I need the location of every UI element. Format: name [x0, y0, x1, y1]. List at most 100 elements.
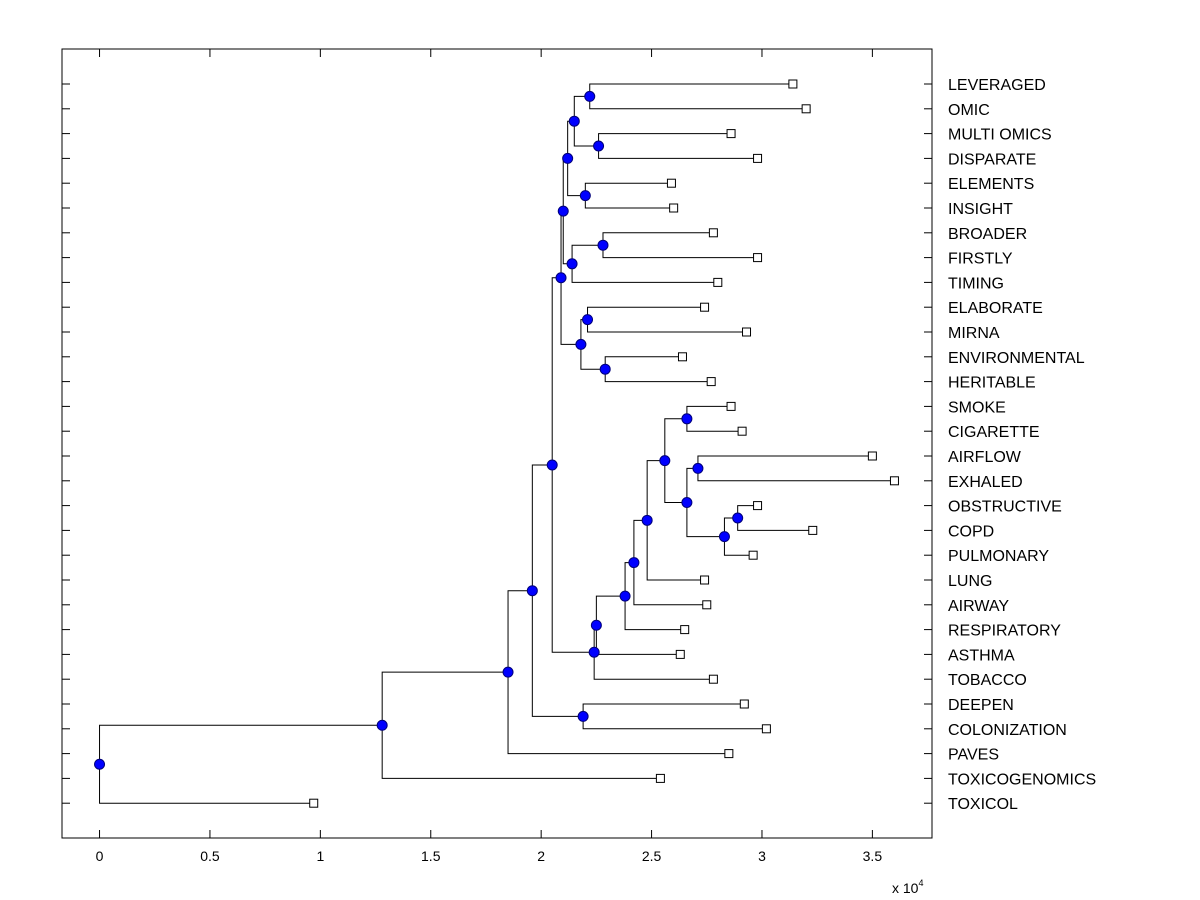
leaf-marker — [309, 798, 319, 808]
merge-node — [590, 619, 602, 631]
dendrogram-link — [593, 652, 714, 680]
merge-node — [582, 314, 594, 326]
leaf-label: RESPIRATORY — [948, 623, 1061, 640]
leaf-label: TOXICOGENOMICS — [948, 771, 1096, 788]
dendrogram-link — [531, 590, 584, 717]
x-tick-label: 0 — [96, 848, 104, 864]
merge-node — [718, 531, 730, 543]
leaf-marker — [677, 352, 687, 362]
leaf-marker — [726, 401, 736, 411]
leaf-marker — [666, 178, 676, 188]
merge-node — [593, 140, 605, 152]
merge-node — [597, 239, 609, 251]
leaf-marker — [702, 600, 712, 610]
dendrogram-link — [737, 518, 813, 531]
leaf-label: OMIC — [948, 102, 990, 119]
dendrogram-link — [646, 460, 665, 521]
dendrogram-link — [584, 182, 672, 196]
dendrogram-link — [604, 356, 683, 370]
merge-node — [94, 758, 106, 770]
dendrogram-link — [602, 245, 758, 259]
x-tick-label: 2.5 — [642, 848, 662, 864]
dendrogram-link — [562, 211, 573, 265]
leaf-label: TOBACCO — [948, 672, 1027, 689]
leaf-label: LEVERAGED — [948, 77, 1046, 94]
leaf-marker — [801, 104, 811, 114]
dendrogram-link — [567, 158, 586, 197]
leaf-marker — [706, 377, 716, 387]
dendrogram-link — [598, 133, 732, 146]
leaf-marker — [726, 129, 736, 139]
merge-node — [584, 90, 596, 102]
leaf-label: ELEMENTS — [948, 176, 1034, 193]
merge-node — [681, 413, 693, 425]
leaf-label: MULTI OMICS — [948, 127, 1052, 144]
leaf-label: PULMONARY — [948, 548, 1049, 565]
dendrogram-link — [697, 455, 873, 469]
dendrogram-link — [381, 725, 661, 779]
leaf-marker — [739, 699, 749, 709]
x-tick-label: 1.5 — [421, 848, 441, 864]
leaf-label: DEEPEN — [948, 697, 1014, 714]
leaf-label: BROADER — [948, 226, 1027, 243]
leaf-label: ASTHMA — [948, 647, 1015, 664]
merge-node — [376, 719, 388, 731]
dendrogram-link — [551, 464, 595, 653]
leaf-marker — [737, 426, 747, 436]
leaf-label: MIRNA — [948, 325, 1000, 342]
leaf-label: LUNG — [948, 573, 992, 590]
leaf-label: EXHALED — [948, 474, 1023, 491]
leaf-marker — [708, 228, 718, 238]
leaf-marker — [655, 773, 665, 783]
leaf-marker — [808, 525, 818, 535]
dendrogram-link — [604, 369, 712, 383]
dendrogram-link — [598, 146, 758, 159]
x-tick-label: 2 — [537, 848, 545, 864]
leaf-marker — [753, 501, 763, 511]
merge-node — [526, 585, 538, 597]
leaf-label: AIRWAY — [948, 598, 1009, 615]
leaf-label: PAVES — [948, 747, 999, 764]
dendrogram-link — [624, 596, 685, 631]
merge-node — [732, 512, 744, 524]
x-exponent-base: x 10 — [892, 880, 919, 896]
x-ticks: 0 0.5 1 1.5 2 2.5 3 3.5 — [96, 49, 883, 864]
dendrogram-link — [697, 468, 895, 482]
x-tick-label: 3.5 — [863, 848, 883, 864]
leaf-label: FIRSTLY — [948, 251, 1013, 268]
merge-node — [568, 115, 580, 127]
dendrogram-link — [633, 519, 648, 563]
dendrogram-link — [587, 306, 705, 320]
x-tick-label: 1 — [316, 848, 324, 864]
dendrogram-link — [531, 464, 553, 591]
dendrogram-links — [99, 83, 895, 804]
leaf-marker — [700, 575, 710, 585]
dendrogram-link — [551, 277, 562, 465]
leaf-marker — [700, 302, 710, 312]
merge-node — [557, 205, 569, 217]
leaf-label: DISPARATE — [948, 151, 1036, 168]
dendrogram-link — [571, 263, 718, 283]
merge-node — [659, 455, 671, 467]
dendrogram-link — [595, 595, 626, 626]
dendrogram-link — [582, 716, 767, 730]
leaf-label: HERITABLE — [948, 375, 1036, 392]
merge-node — [692, 462, 704, 474]
dendrogram-link — [560, 277, 581, 345]
dendrogram-link — [582, 703, 745, 717]
merge-node — [546, 459, 558, 471]
x-tick-label: 0.5 — [200, 848, 220, 864]
merge-node — [502, 666, 514, 678]
leaf-label: TIMING — [948, 275, 1004, 292]
leaf-label: CIGARETTE — [948, 424, 1040, 441]
dendrogram-link — [589, 96, 807, 110]
leaf-marker — [742, 327, 752, 337]
merge-node — [562, 152, 574, 164]
merge-node — [681, 497, 693, 508]
merge-node — [641, 514, 653, 526]
leaf-marker — [675, 649, 685, 659]
leaf-marker — [724, 749, 734, 759]
leaf-label: TOXICOL — [948, 796, 1018, 813]
leaf-marker — [889, 476, 899, 486]
